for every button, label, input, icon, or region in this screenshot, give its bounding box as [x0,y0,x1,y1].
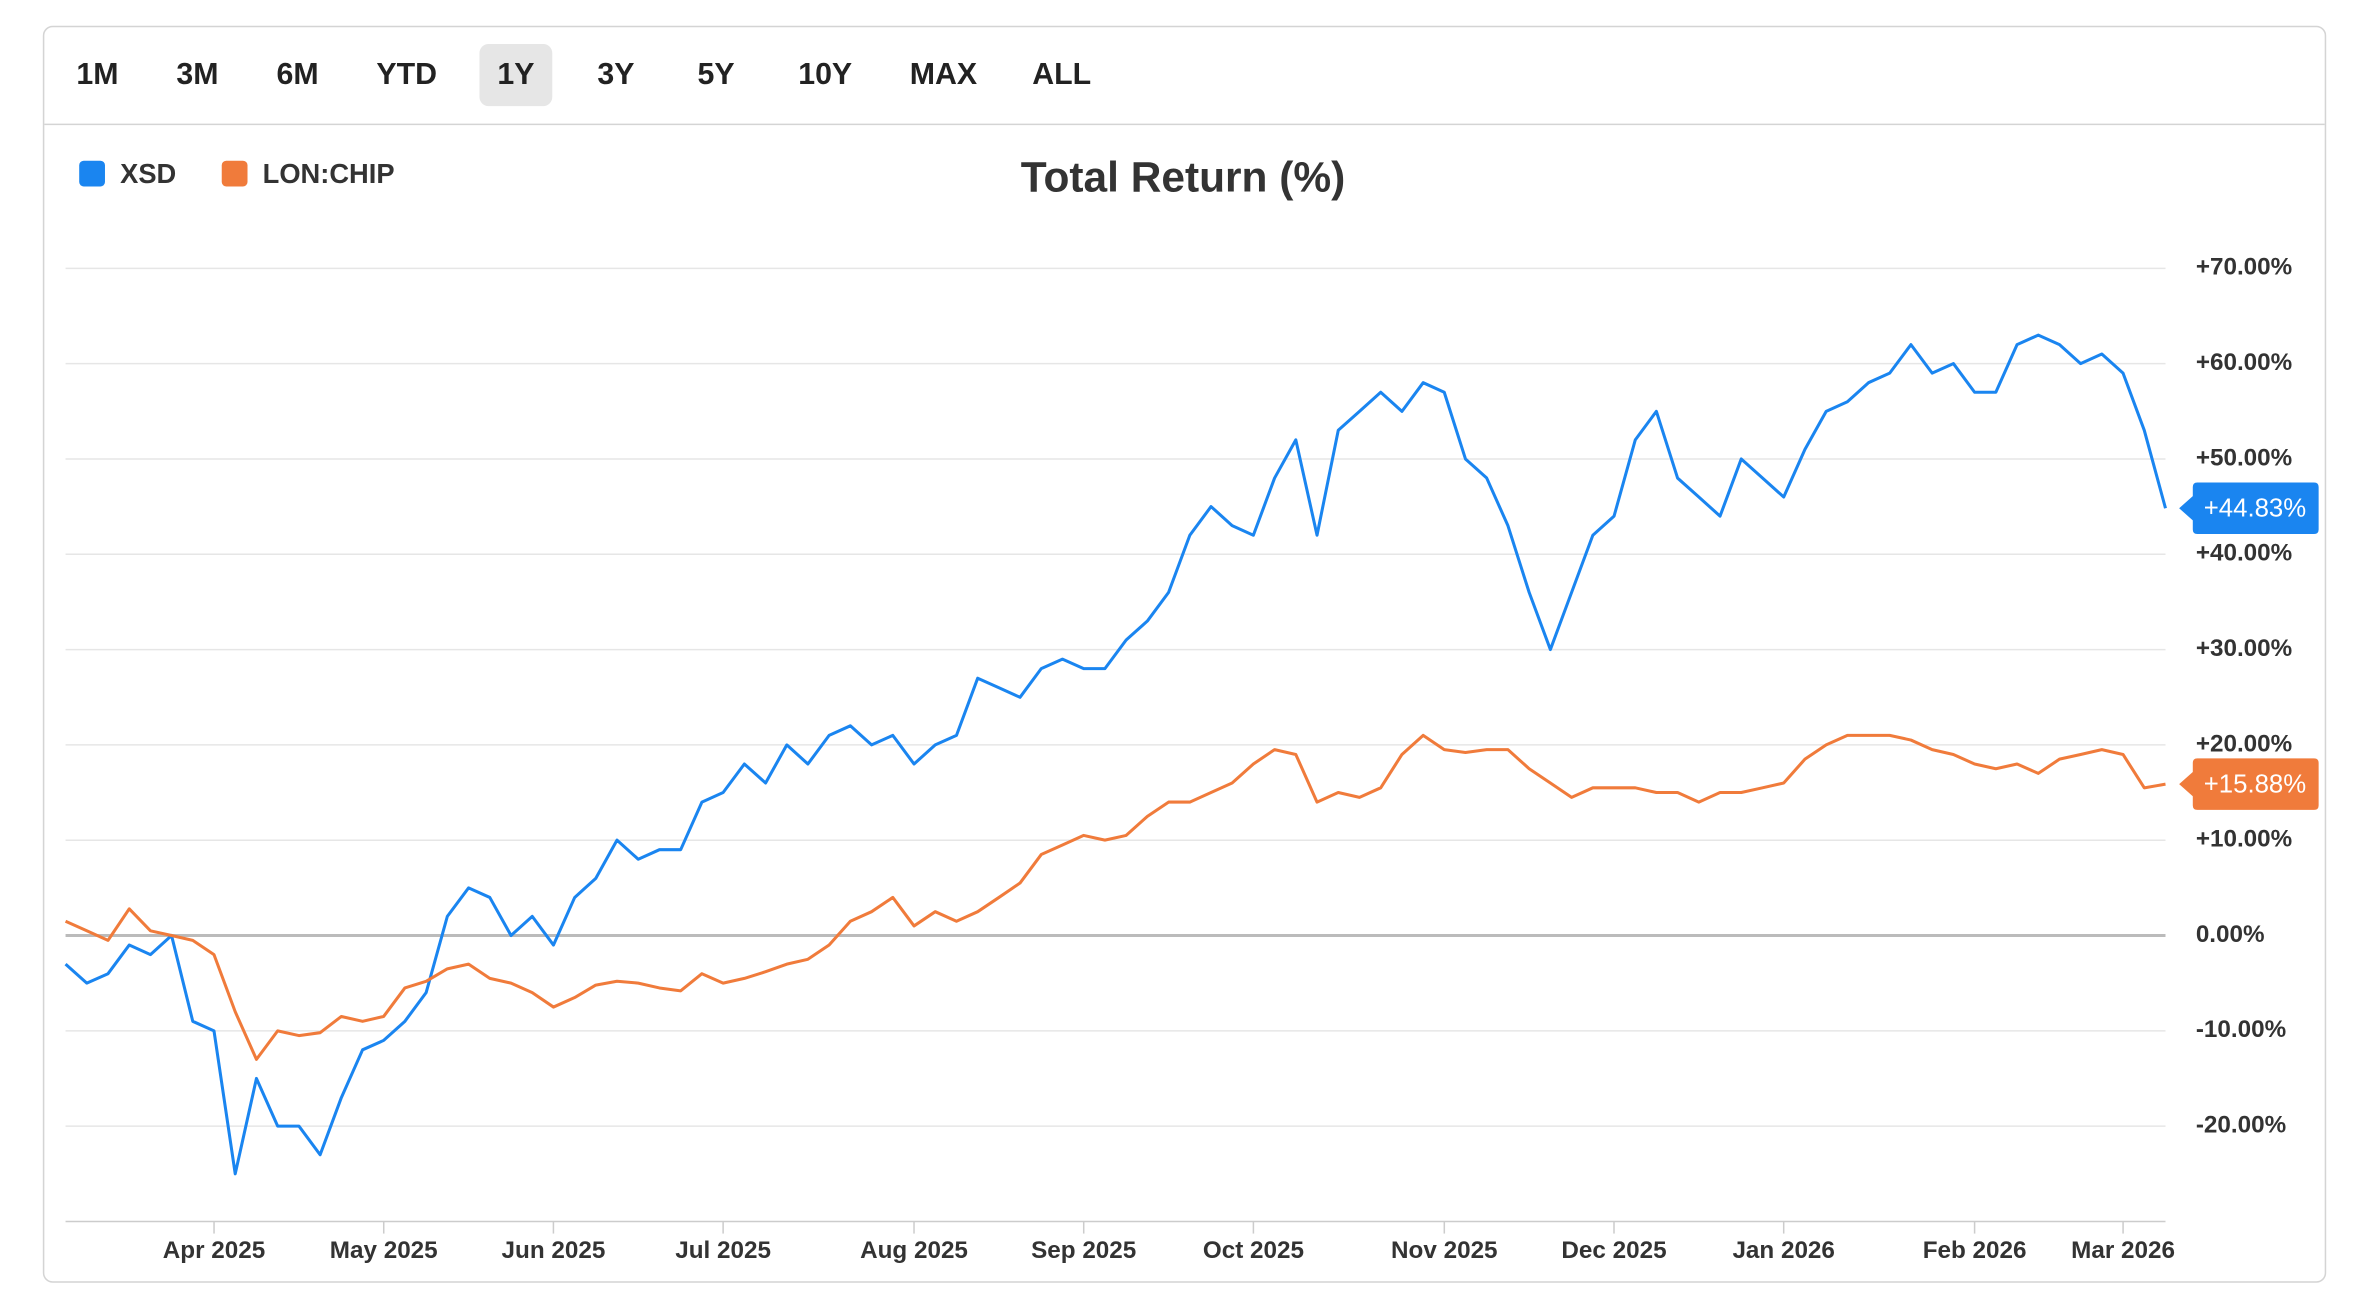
series-line [64,333,2167,1176]
x-tick-label: Sep 2025 [1031,1237,1136,1264]
y-tick-label: +20.00% [2196,730,2292,757]
y-tick-label: -10.00% [2196,1016,2286,1043]
x-tick-label: Aug 2025 [860,1237,968,1264]
range-button[interactable]: 10Y [798,58,852,91]
x-tick-label: Jun 2025 [502,1237,606,1264]
range-button-active[interactable] [479,43,553,107]
y-tick-label: +60.00% [2196,349,2292,376]
y-tick-label: +10.00% [2196,826,2292,853]
chart-title: Total Return (%) [1021,154,1346,201]
x-tick-label: Apr 2025 [163,1237,265,1264]
series-line [64,733,2166,1061]
range-button[interactable]: 1M [76,58,118,91]
legend-label: XSD [120,158,176,189]
x-tick-label: Feb 2026 [1923,1237,2027,1264]
y-tick-label: +40.00% [2196,540,2292,567]
x-tick-label: Mar 2026 [2071,1237,2175,1264]
y-tick-label: -20.00% [2196,1112,2286,1139]
x-tick-label: Oct 2025 [1203,1237,1304,1264]
end-badge [2179,758,2319,810]
legend-label: LON:CHIP [263,158,395,189]
x-tick-label: Jul 2025 [675,1237,771,1264]
y-tick-label: +70.00% [2196,254,2292,281]
y-tick-label: +50.00% [2196,444,2292,471]
range-button[interactable]: 3Y [597,58,634,91]
legend-swatch [79,160,105,187]
range-button[interactable]: 1Y [497,58,534,91]
x-tick-label: Nov 2025 [1391,1237,1497,1264]
range-button[interactable]: YTD [376,58,437,91]
range-button[interactable]: 6M [276,58,318,91]
range-button[interactable]: 3M [176,58,218,91]
legend-swatch [221,160,248,187]
end-label: +44.83% [2204,495,2306,523]
x-tick-label: May 2025 [330,1237,438,1264]
range-button[interactable]: 5Y [697,58,734,91]
range-button[interactable]: ALL [1032,58,1091,91]
range-button[interactable]: MAX [910,58,977,91]
end-label: +15.88% [2204,770,2306,798]
y-tick-label: 0.00% [2196,921,2265,948]
card [42,25,2327,1283]
x-tick-label: Jan 2026 [1732,1237,1834,1264]
x-tick-label: Dec 2025 [1561,1237,1666,1264]
end-badge [2179,482,2319,535]
y-tick-label: +30.00% [2196,635,2292,662]
